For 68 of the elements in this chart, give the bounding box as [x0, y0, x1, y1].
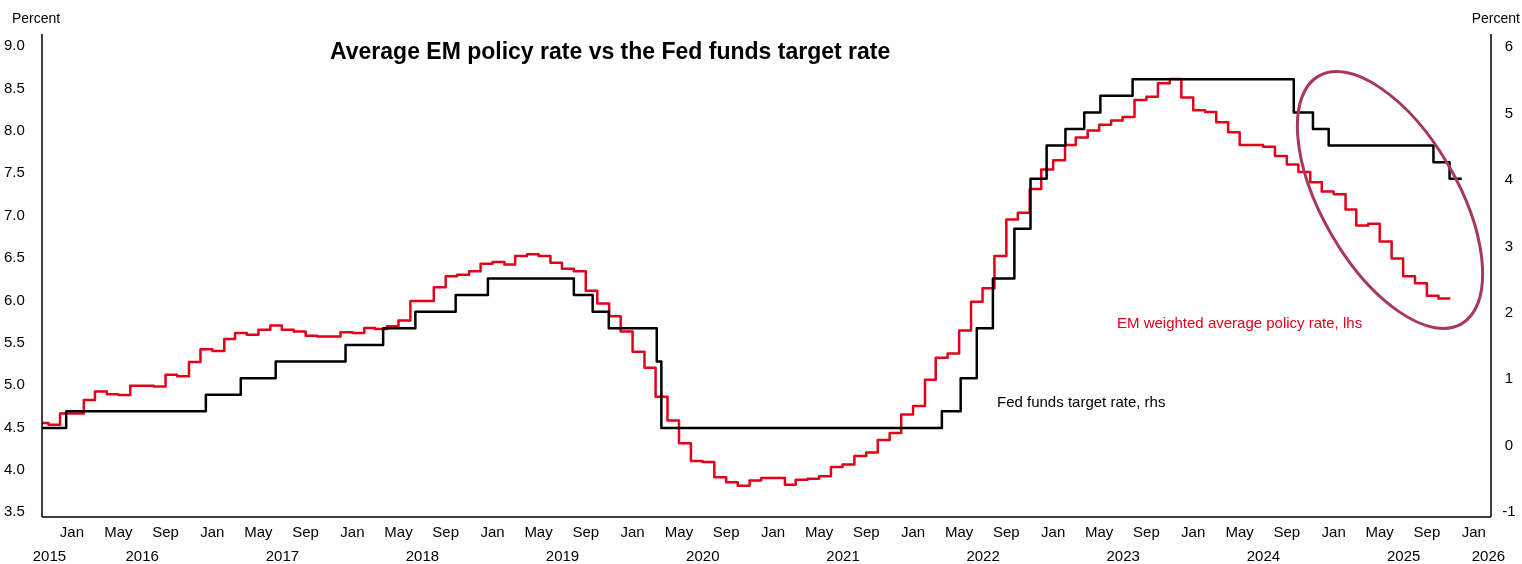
y2-tick-label: 0 — [1504, 435, 1514, 453]
x-tick-label: May — [384, 523, 414, 540]
x-tick-label: May — [244, 523, 274, 540]
x-tick-label: May — [1225, 523, 1255, 540]
x-tick-label: May — [104, 523, 134, 540]
text: 2025 — [1387, 547, 1421, 564]
x-tick-label: Sep — [1413, 523, 1441, 540]
x-tick-label: Jan — [340, 523, 365, 540]
y-tick-label: 5.5 — [4, 332, 25, 350]
text: 2020 — [686, 547, 720, 564]
x-tick-label: May — [804, 523, 834, 540]
x-tick-label: Sep — [292, 523, 319, 540]
y2-tick-label: 4 — [1504, 170, 1514, 188]
text: 2019 — [545, 547, 580, 564]
x-tick-label: Sep — [712, 523, 740, 540]
x-tick-label: Jan — [1461, 523, 1486, 540]
y-tick-label: 5.0 — [4, 375, 25, 393]
x-tick-label: Jan — [480, 523, 505, 540]
x-tick-label: Jan — [1321, 523, 1346, 540]
y-tick-label: 4.5 — [4, 417, 25, 435]
y-axis-title: Percent — [12, 10, 61, 26]
x-tick-label: Jan — [59, 523, 85, 540]
x-tick-label: May — [664, 523, 694, 540]
x-tick-label: Jan — [1041, 523, 1066, 540]
x-tick-label: May — [944, 523, 974, 540]
y-tick-label: 4.0 — [4, 460, 25, 478]
text: 2017 — [265, 547, 300, 564]
y2-tick-label: 2 — [1504, 303, 1514, 321]
x-tick-label: May — [1085, 523, 1114, 540]
y2-tick-label: 3 — [1504, 236, 1514, 254]
chart-title: Average EM policy rate vs the Fed funds target rate — [330, 38, 891, 65]
y-tick-label: 6.5 — [4, 248, 25, 266]
x-tick-label: Sep — [572, 523, 600, 540]
y-tick-label: 8.5 — [4, 78, 25, 96]
x-tick-label: Sep — [1273, 523, 1301, 540]
text: 2016 — [125, 547, 159, 564]
text: 2026 — [1471, 547, 1506, 564]
x-tick-label: Jan — [900, 523, 926, 540]
text: 2018 — [405, 547, 440, 564]
x-tick-label: Jan — [620, 523, 645, 540]
y2-tick-label: -1 — [1502, 502, 1516, 520]
text: 2024 — [1246, 547, 1281, 564]
x-tick-label: Sep — [852, 523, 880, 540]
y2-axis-title: Percent — [1471, 10, 1520, 26]
x-tick-label: Sep — [432, 523, 460, 540]
y-tick-label: 6.0 — [4, 290, 25, 308]
text: 2023 — [1106, 547, 1140, 564]
y-tick-label: 8.0 — [4, 121, 25, 139]
text: 2015 — [32, 547, 67, 564]
y2-tick-label: 6 — [1504, 37, 1514, 55]
x-tick-label: Sep — [152, 523, 179, 540]
x-tick-label: Jan — [200, 523, 225, 540]
y-tick-label: 7.0 — [4, 205, 25, 223]
x-tick-label: May — [1365, 523, 1395, 540]
y-tick-label: 9.0 — [4, 36, 25, 54]
text: 2022 — [966, 547, 1000, 564]
y2-tick-label: 5 — [1504, 103, 1514, 121]
y-tick-label: 3.5 — [4, 502, 25, 520]
y2-tick-label: 1 — [1504, 369, 1514, 387]
text: 2021 — [826, 547, 860, 564]
x-tick-label: Jan — [1181, 523, 1206, 540]
x-tick-label: Sep — [1133, 523, 1160, 540]
text: EM weighted average policy rate, lhs — [1117, 314, 1363, 331]
series-label: Fed funds target rate, rhs — [997, 393, 1166, 410]
x-tick-label: Jan — [760, 523, 786, 540]
x-tick-label: May — [524, 523, 554, 540]
y-tick-label: 7.5 — [4, 163, 25, 181]
x-tick-label: Sep — [992, 523, 1020, 540]
